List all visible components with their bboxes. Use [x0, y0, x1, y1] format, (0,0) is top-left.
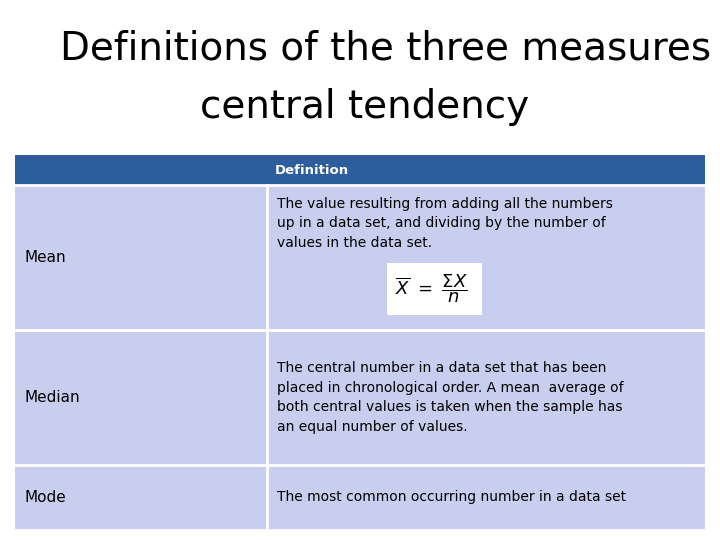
Bar — [15, 330, 705, 465]
Text: $\overline{X}\ =\ \dfrac{\Sigma X}{n}$: $\overline{X}\ =\ \dfrac{\Sigma X}{n}$ — [395, 273, 468, 305]
Text: Mode: Mode — [25, 490, 67, 505]
Text: Definition: Definition — [275, 164, 349, 177]
Bar — [387, 263, 482, 315]
Text: central tendency: central tendency — [200, 88, 529, 126]
Bar — [15, 465, 705, 530]
Text: Median: Median — [25, 390, 81, 405]
Text: The most common occurring number in a data set: The most common occurring number in a da… — [277, 490, 626, 504]
Text: The value resulting from adding all the numbers
up in a data set, and dividing b: The value resulting from adding all the … — [277, 197, 613, 250]
Text: Definitions of the three measures of: Definitions of the three measures of — [60, 30, 720, 68]
Bar — [15, 155, 705, 185]
Text: The central number in a data set that has been
placed in chronological order. A : The central number in a data set that ha… — [277, 361, 624, 434]
Text: Mean: Mean — [25, 250, 67, 265]
Bar — [15, 185, 705, 330]
